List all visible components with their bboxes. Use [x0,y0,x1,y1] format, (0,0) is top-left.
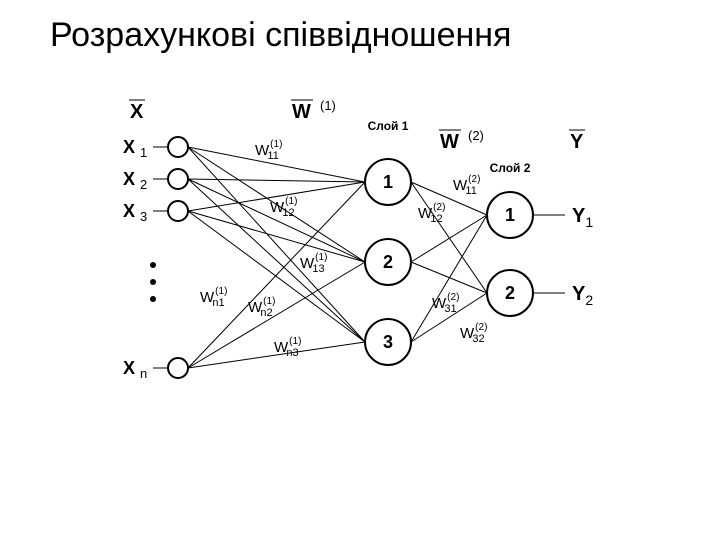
output-label-2: Y2 [572,283,593,308]
weight-label-w2-1: W(2)12 [418,202,445,225]
ellipsis-dot [150,262,156,268]
heading-w1: W [292,101,311,123]
weight-label-w1-0: W(1)11 [255,139,282,162]
weight-label-w1-1: W(1)12 [270,196,297,219]
weight-label-w1-2: W(1)13 [300,252,327,275]
network-diagram: X 1 X 2 X 3 X n 1 2 3 1 Y1 2 Y2 X W (1) Слой 1 W (2) Слой… [0,0,720,540]
weight-label-w1-4: W(1)n2 [248,296,275,319]
input-node-1 [168,137,188,157]
edge-hidden-output [411,215,487,262]
output-label-1: Y1 [572,205,593,230]
hidden-node-label-3: 3 [383,332,393,352]
weight-label-w1-3: W(1)n1 [200,286,227,309]
input-label-1: X 1 [123,137,147,160]
edge-input-hidden [188,211,365,262]
input-node-3 [168,201,188,221]
hidden-node-label-2: 2 [383,252,393,272]
weight-label-w1-5: W(1)n3 [274,336,301,359]
edge-input-hidden [188,179,365,182]
input-node-2 [168,169,188,189]
output-node-label-1: 1 [505,205,515,225]
input-label-4: X n [123,358,147,381]
heading-layer1: Слой 1 [368,119,409,133]
input-label-3: X 3 [123,201,147,224]
heading-w2-sup: (2) [468,128,484,143]
input-node-4 [168,358,188,378]
output-node-label-2: 2 [505,283,515,303]
edge-hidden-output [411,262,487,293]
ellipsis-dot [150,296,156,302]
heading-y: Y [570,131,584,153]
heading-x: X [130,101,144,123]
weight-label-w2-2: W(2)31 [432,292,459,315]
edge-input-hidden [188,179,365,262]
weight-label-w2-3: W(2)32 [460,322,487,345]
hidden-node-label-1: 1 [383,172,393,192]
ellipsis-dot [150,279,156,285]
weight-label-w2-0: W(2)11 [453,174,480,197]
heading-w1-sup: (1) [320,98,336,113]
heading-w2: W [440,131,459,153]
input-label-2: X 2 [123,169,147,192]
edge-input-hidden [188,211,365,342]
heading-layer2: Слой 2 [490,161,531,175]
